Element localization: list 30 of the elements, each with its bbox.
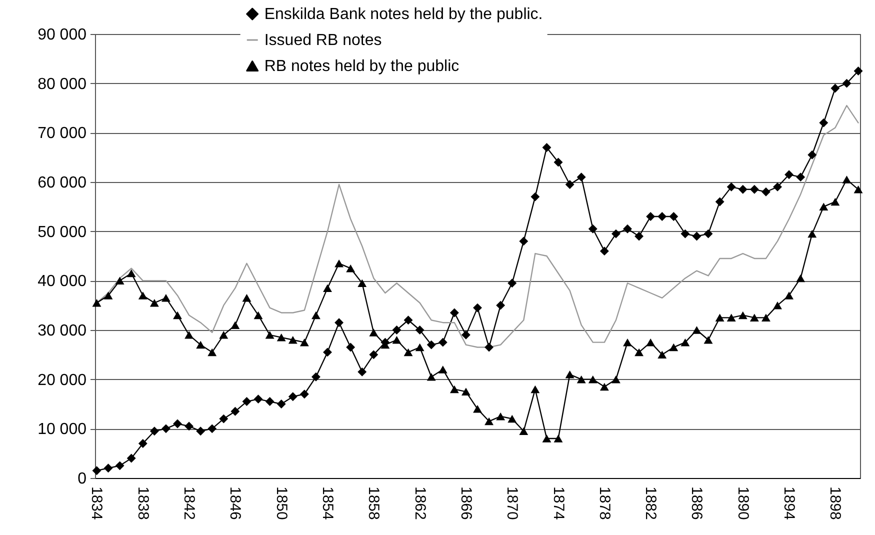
y-tick-label: 30 000: [38, 322, 87, 340]
x-tick-label: 1846: [226, 486, 244, 520]
legend-label: Enskilda Bank notes held by the public.: [264, 6, 543, 23]
y-tick-label: 50 000: [38, 224, 87, 241]
y-tick-label: 90 000: [38, 26, 87, 44]
y-tick-label: 10 000: [38, 421, 87, 438]
x-tick-label: 1890: [734, 486, 752, 520]
x-tick-label: 1886: [688, 486, 706, 520]
x-tick-label: 1854: [319, 486, 336, 520]
y-tick-label: 0: [78, 470, 87, 488]
x-tick-label: 1882: [642, 486, 660, 520]
x-tick-label: 1838: [134, 486, 152, 520]
y-tick-label: 70 000: [38, 125, 87, 142]
legend-label: Issued RB notes: [264, 32, 382, 49]
x-tick-label: 1842: [180, 486, 198, 520]
x-tick-label: 1870: [504, 486, 521, 520]
x-tick-label: 1898: [826, 486, 844, 520]
x-tick-label: 1866: [457, 486, 474, 520]
x-tick-label: 1894: [780, 486, 798, 520]
y-tick-label: 80 000: [38, 76, 87, 93]
y-tick-label: 20 000: [38, 372, 87, 389]
legend-label: RB notes held by the public: [264, 58, 460, 75]
x-tick-label: 1858: [365, 486, 382, 520]
x-tick-label: 1862: [411, 486, 428, 520]
x-tick-label: 1850: [272, 486, 290, 520]
x-tick-label: 1834: [88, 486, 106, 520]
y-tick-label: 60 000: [38, 174, 87, 192]
x-tick-label: 1874: [550, 486, 567, 520]
y-tick-label: 40 000: [38, 273, 87, 290]
x-tick-label: 1878: [596, 486, 613, 520]
